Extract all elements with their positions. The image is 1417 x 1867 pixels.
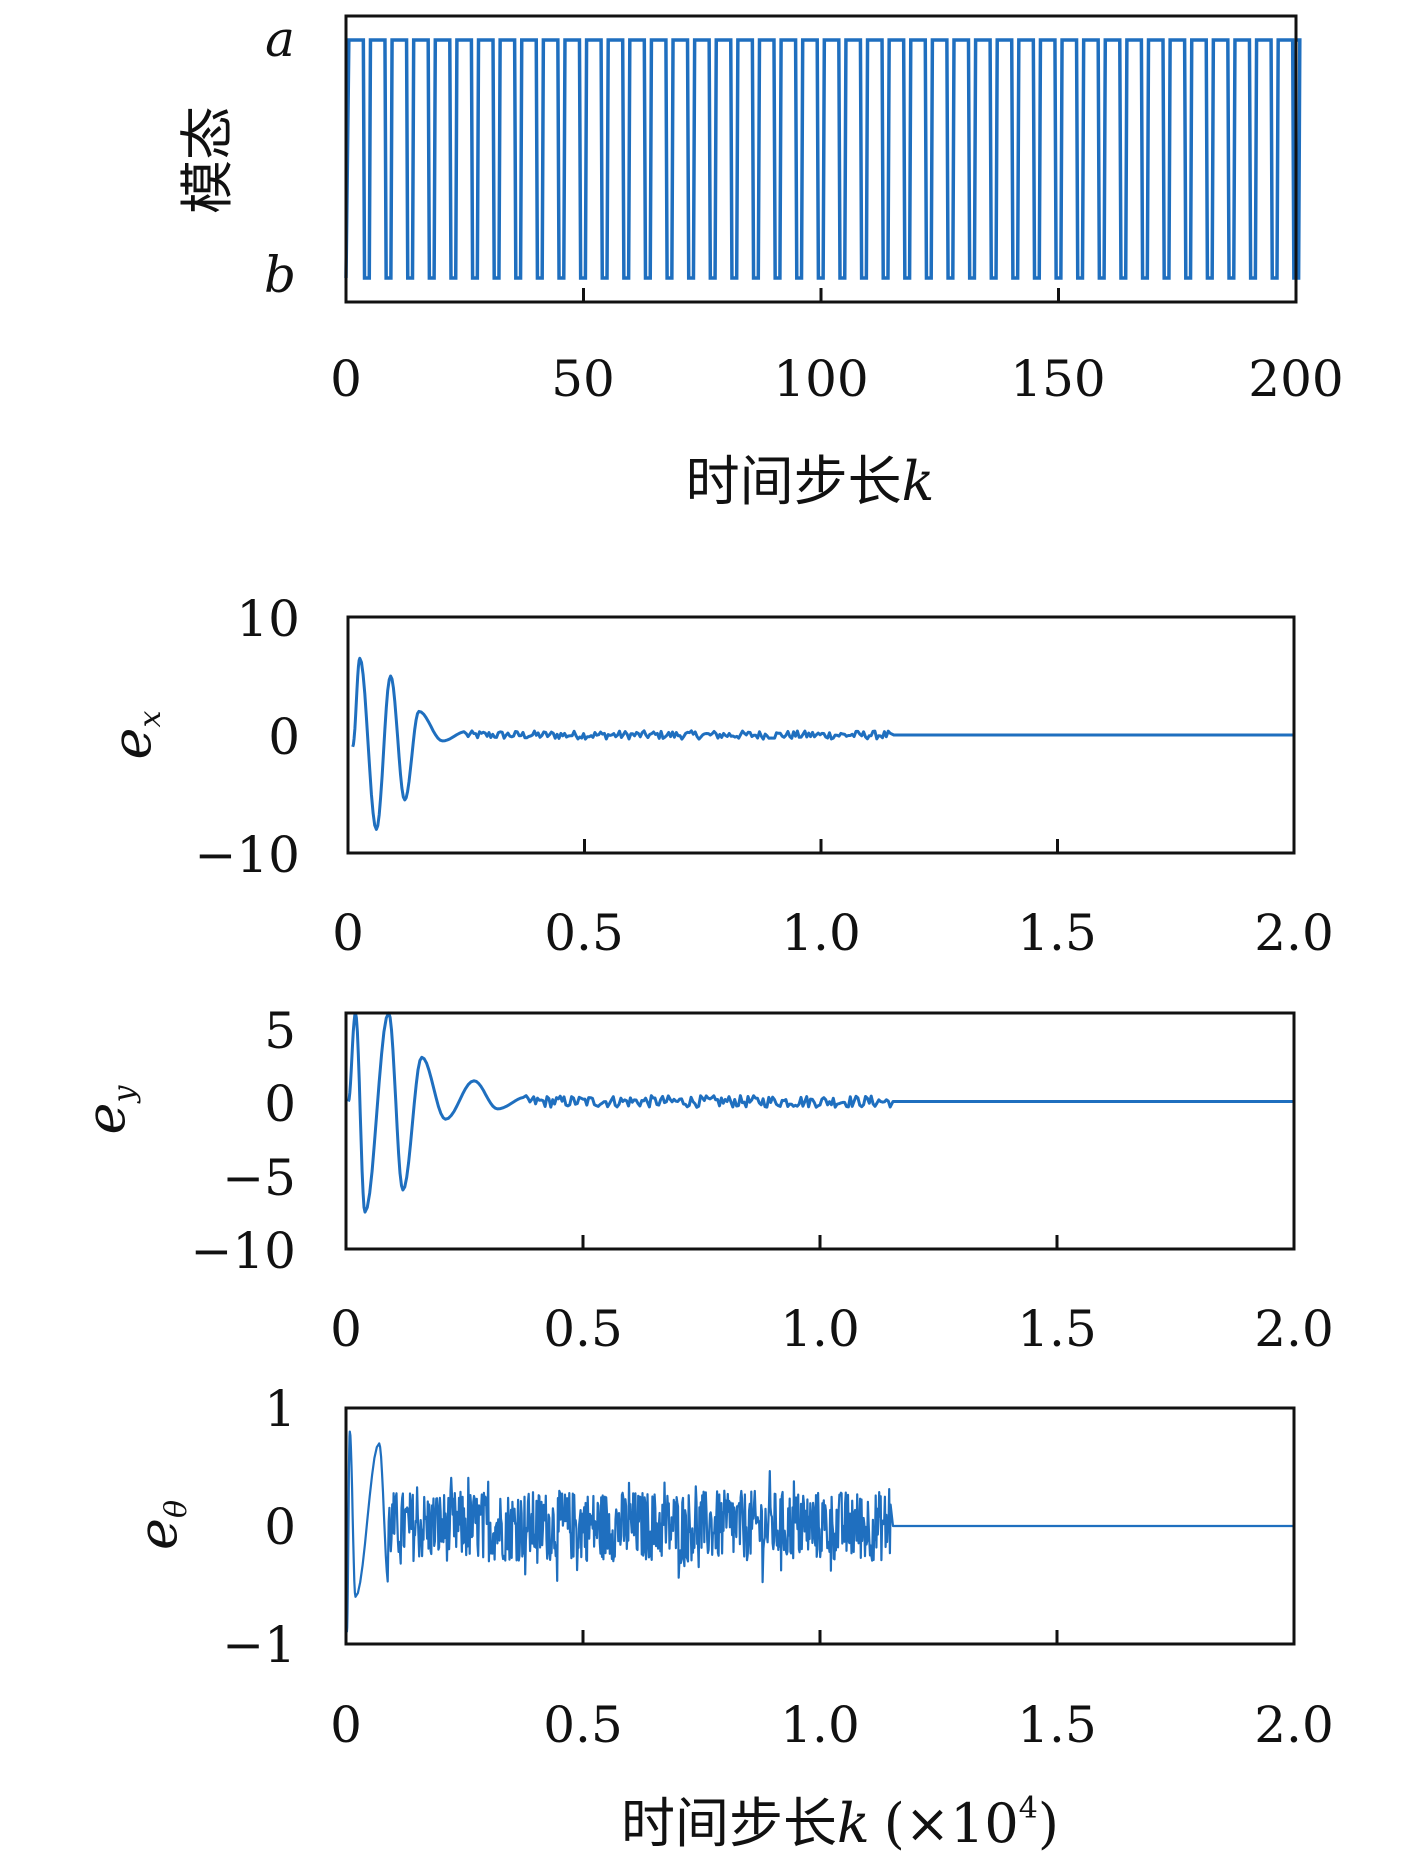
ex-series xyxy=(351,656,1294,831)
etheta-xlabel: 时间步长k (×104) xyxy=(621,1791,1059,1855)
mode-xlabel: 时间步长k xyxy=(686,450,935,513)
ey-ylabel-e: e xyxy=(74,1102,137,1134)
ey-ylabel-sub: y xyxy=(107,1084,142,1104)
ex-xtick-10: 1.0 xyxy=(781,904,861,962)
ey-series xyxy=(346,1011,1294,1214)
mode-xtick-marks xyxy=(582,288,1060,302)
ey-xtick-10: 1.0 xyxy=(780,1300,860,1358)
ey-plot-frame xyxy=(344,1011,1296,1251)
etheta-xlabel-exp: 4 xyxy=(1019,1791,1038,1826)
etheta-ylabel-sub: θ xyxy=(159,1500,194,1518)
ex-xtick-0: 0 xyxy=(332,904,364,962)
mode-xlabel-text: 时间步长 xyxy=(686,450,902,513)
mode-ytick-b: b xyxy=(264,246,296,304)
etheta-xtick-15: 1.5 xyxy=(1017,1696,1097,1754)
etheta-xlabel-text: 时间步长 xyxy=(621,1792,837,1855)
ex-ylabel-sub: x xyxy=(133,710,168,727)
etheta-xlabel-var: k xyxy=(837,1792,870,1855)
etheta-ytick-1: 1 xyxy=(264,1380,296,1438)
ex-panel: 10 0 −10 ex 0 0.5 1.0 1.5 2.0 xyxy=(100,590,1334,962)
ey-xtick-20: 2.0 xyxy=(1254,1300,1334,1358)
ex-xtick-marks xyxy=(583,839,1059,853)
ex-ytick-10: 10 xyxy=(236,590,300,648)
etheta-xlabel-close: ) xyxy=(1038,1792,1059,1855)
ex-ylabel: ex xyxy=(100,710,168,759)
etheta-ylabel-e: e xyxy=(126,1518,189,1550)
mode-line xyxy=(344,38,1302,280)
ey-ytick-0: 0 xyxy=(264,1075,296,1133)
ex-xtick-15: 1.5 xyxy=(1017,904,1097,962)
mode-xtick-200: 200 xyxy=(1248,350,1343,408)
etheta-series xyxy=(345,1430,1294,1633)
etheta-xtick-marks xyxy=(581,1630,1059,1644)
etheta-xtick-05: 0.5 xyxy=(543,1696,623,1754)
ex-ytick-neg10: −10 xyxy=(194,826,300,884)
mode-xtick-100: 100 xyxy=(773,350,868,408)
ey-xtick-05: 0.5 xyxy=(543,1300,623,1358)
ex-ylabel-e: e xyxy=(100,727,163,759)
etheta-ytick-neg1: −1 xyxy=(222,1616,296,1674)
etheta-xtick-10: 1.0 xyxy=(780,1696,860,1754)
mode-series xyxy=(344,38,1302,280)
mode-panel: a b 模态 0 50 100 150 200 时间步长k xyxy=(176,10,1344,513)
mode-plot-frame xyxy=(344,14,1298,304)
ey-xtick-15: 1.5 xyxy=(1017,1300,1097,1358)
mode-xtick-0: 0 xyxy=(330,350,362,408)
etheta-xlabel-scale: (×10 xyxy=(884,1792,1019,1855)
mode-xtick-50: 50 xyxy=(551,350,615,408)
etheta-ytick-0: 0 xyxy=(264,1498,296,1556)
mode-ylabel: 模态 xyxy=(176,106,239,214)
ex-xtick-20: 2.0 xyxy=(1254,904,1334,962)
ex-ytick-0: 0 xyxy=(268,708,300,766)
etheta-ylabel: eθ xyxy=(126,1500,194,1550)
mode-xtick-150: 150 xyxy=(1010,350,1105,408)
ey-ytick-neg10: −10 xyxy=(190,1222,296,1280)
etheta-xtick-20: 2.0 xyxy=(1254,1696,1334,1754)
ey-xtick-0: 0 xyxy=(330,1300,362,1358)
error-line xyxy=(351,656,1294,831)
ey-xtick-marks xyxy=(581,1235,1059,1249)
ey-ytick-5: 5 xyxy=(264,1002,296,1060)
ey-ylabel: ey xyxy=(74,1084,142,1134)
ex-xtick-05: 0.5 xyxy=(544,904,624,962)
ey-ytick-neg5: −5 xyxy=(222,1149,296,1207)
error-line xyxy=(345,1430,1294,1633)
etheta-xtick-0: 0 xyxy=(330,1696,362,1754)
mode-ytick-a: a xyxy=(265,10,295,68)
error-line xyxy=(346,1011,1294,1214)
etheta-panel: 1 0 −1 eθ 0 0.5 1.0 1.5 2.0 时间步长k (×104) xyxy=(126,1380,1334,1855)
ey-panel: 5 0 −5 −10 ey 0 0.5 1.0 1.5 2.0 xyxy=(74,1002,1334,1358)
mode-xlabel-var: k xyxy=(902,450,935,513)
